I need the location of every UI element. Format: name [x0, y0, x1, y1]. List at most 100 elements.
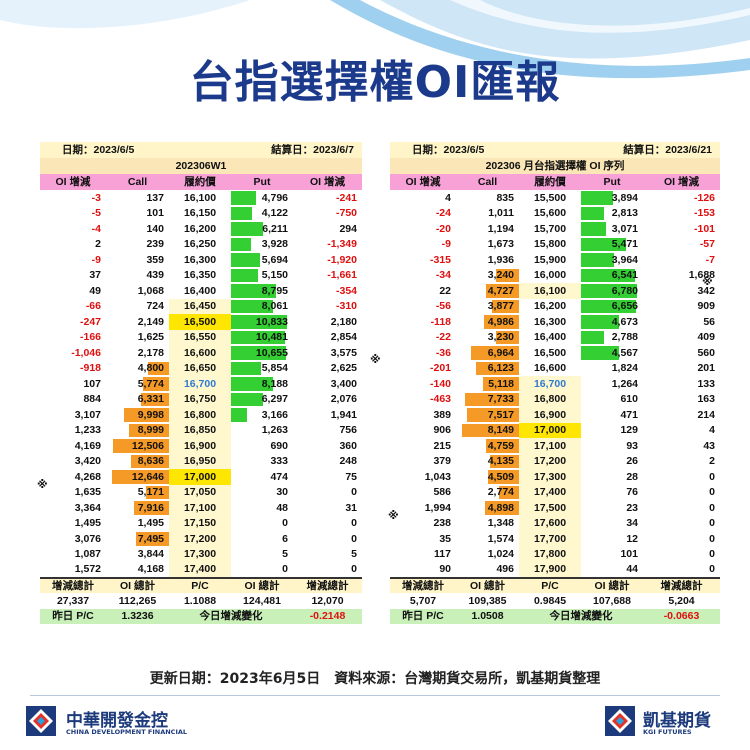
put-oi-change: 56	[703, 315, 715, 328]
put-oi-value: 333	[270, 455, 288, 468]
call-oi-change: -3	[91, 191, 101, 204]
call-oi-cell: 1,348	[456, 516, 519, 532]
call-oi-cell: 1,024	[456, 547, 519, 563]
put-oi-change: 0	[351, 486, 357, 499]
strike-price: 17,150	[169, 515, 231, 531]
left-today-change-label: 今日增減變化	[169, 608, 293, 624]
put-oi-cell: 76	[581, 485, 643, 501]
call-oi-cell: 137	[106, 190, 169, 206]
put-oi-change: 133	[697, 377, 715, 390]
put-oi-bar	[581, 330, 604, 344]
call-oi-bar	[112, 439, 169, 453]
strike-price: 17,300	[169, 546, 231, 562]
call-oi-cell: 140	[106, 221, 169, 237]
strike-price: 15,500	[533, 191, 567, 204]
put-oi-cell: 3,166	[231, 407, 293, 423]
call-oi-bar	[496, 330, 519, 344]
middle-marker-2: ※	[388, 509, 399, 522]
call-oi-change: -140	[429, 377, 451, 390]
strike-price: 17,500	[519, 500, 581, 516]
put-oi-cell: 8,061	[231, 299, 293, 315]
update-source-note: 更新日期：2023年6月5日 資料來源：台灣期貨交易所，凱基期貨整理	[149, 671, 601, 687]
put-oi-change: 43	[703, 439, 715, 452]
right-prev-pc-label: 昨日 P/C	[390, 608, 456, 624]
put-oi-cell: 5,471	[581, 237, 643, 253]
strike-price: 17,100	[519, 438, 581, 454]
table-row: 37 439 16,350 5,150 -1,661	[40, 268, 362, 284]
call-oi-cell: 7,733	[456, 392, 519, 408]
put-oi-change: 2,180	[330, 315, 357, 328]
put-oi-change: 0	[709, 470, 715, 483]
call-oi-change: 3,364	[74, 501, 101, 514]
call-oi-change: 4,169	[74, 439, 101, 452]
call-oi-cell: 724	[106, 299, 169, 315]
right-info-row: 日期：2023/6/5 結算日：2023/6/21	[390, 142, 720, 158]
page-title: 台指選擇權OI匯報	[189, 57, 561, 108]
put-oi-bar	[231, 299, 273, 313]
strike-price: 16,500	[533, 346, 567, 359]
strike-price: 15,600	[533, 207, 567, 220]
call-oi-cell: 7,916	[106, 500, 169, 516]
call-oi-change: 379	[433, 455, 451, 468]
put-oi-cell: 4,796	[231, 190, 293, 206]
put-oi-change: 2,076	[330, 393, 357, 406]
put-oi-cell: 8,795	[231, 283, 293, 299]
strike-price: 16,100	[519, 283, 581, 299]
right-col-header: Put	[581, 174, 643, 190]
put-oi-cell: 2,788	[581, 330, 643, 346]
put-oi-change: -126	[693, 191, 715, 204]
put-oi-value: 6,297	[261, 393, 288, 406]
put-oi-change: 909	[697, 300, 715, 313]
call-oi-cell: 7,495	[106, 531, 169, 547]
put-oi-bar	[231, 191, 256, 205]
call-oi-bar	[140, 392, 169, 406]
left-col-header: 履約價	[169, 174, 231, 190]
put-oi-value: 4,567	[611, 346, 638, 359]
put-oi-value: 0	[282, 563, 288, 576]
right-sum-value: 0.9845	[533, 594, 567, 607]
left-col-header: Call	[106, 174, 169, 190]
left-col-header: Put	[231, 174, 293, 190]
table-row: 107 5,774 16,700 8,188 3,400	[40, 376, 362, 392]
put-oi-cell: 5,150	[231, 268, 293, 284]
put-oi-change: 409	[697, 331, 715, 344]
strike-price: 16,700	[519, 376, 581, 392]
strike-price: 16,450	[169, 298, 231, 314]
put-oi-bar	[581, 253, 614, 267]
put-oi-change: 0	[709, 548, 715, 561]
put-oi-cell: 48	[231, 500, 293, 516]
call-oi-value: 1,024	[487, 548, 514, 561]
call-oi-cell: 12,506	[106, 438, 169, 454]
call-oi-cell: 4,759	[456, 438, 519, 454]
call-oi-bar	[147, 361, 169, 375]
strike-price: 16,750	[169, 391, 231, 407]
put-oi-bar	[231, 222, 264, 236]
call-oi-change: 1,572	[74, 563, 101, 576]
put-oi-value: 6,780	[611, 284, 638, 297]
call-oi-value: 101	[146, 207, 164, 220]
put-oi-value: 3,928	[261, 238, 288, 251]
call-oi-bar	[133, 501, 169, 515]
put-oi-value: 34	[626, 517, 638, 530]
table-row: -3 137 16,100 4,796 -241	[40, 190, 362, 206]
call-oi-change: -247	[79, 315, 101, 328]
header-wave-decoration	[0, 0, 750, 79]
call-oi-cell: 4,727	[456, 283, 519, 299]
call-oi-change: 3,076	[74, 532, 101, 545]
call-oi-value: 1,495	[137, 517, 164, 530]
strike-price: 16,900	[519, 407, 581, 423]
table-row: -166 1,625 16,550 10,481 2,854	[40, 329, 362, 345]
table-row: -34 3,240 16,000 6,541 1,688	[390, 268, 720, 284]
call-oi-value: 5,118	[488, 377, 514, 390]
left-sum-header: 增減總計	[293, 576, 362, 593]
call-oi-change: 117	[434, 548, 451, 561]
put-oi-value: 5,854	[261, 362, 288, 375]
put-oi-cell: 23	[581, 500, 643, 516]
put-oi-cell: 3,071	[581, 221, 643, 237]
call-oi-value: 239	[146, 238, 164, 251]
call-oi-change: -1,046	[71, 346, 101, 359]
call-oi-bar	[484, 501, 519, 515]
call-oi-value: 7,517	[487, 408, 514, 421]
put-oi-cell: 610	[581, 392, 643, 408]
right-table-marker: ※	[702, 275, 713, 288]
